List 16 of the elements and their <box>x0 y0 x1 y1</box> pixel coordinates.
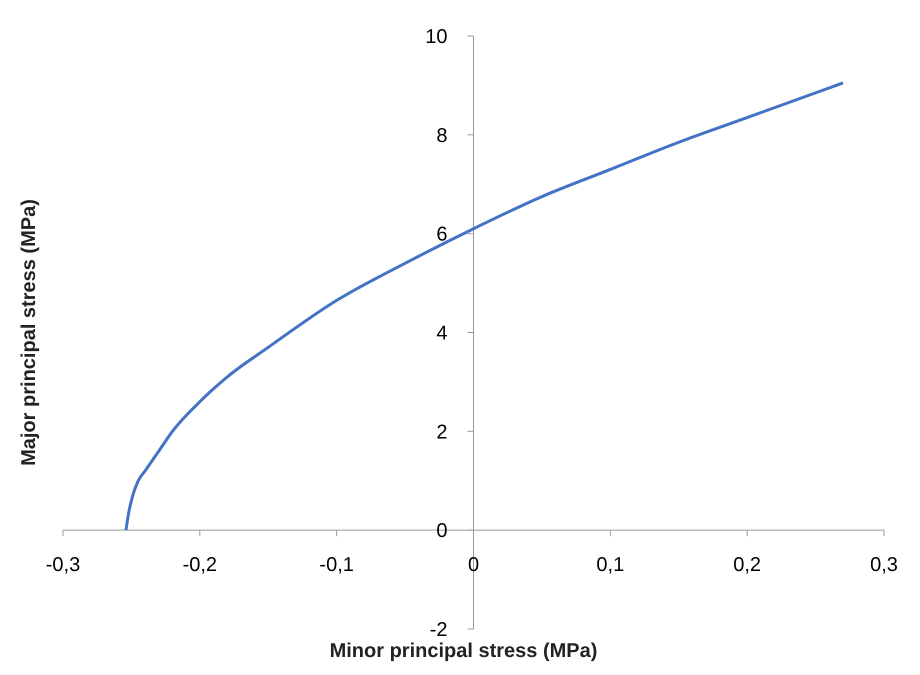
x-tick-label: -0,1 <box>319 554 354 576</box>
x-tick-label: -0,2 <box>182 554 218 576</box>
y-tick-label: 6 <box>436 224 448 246</box>
y-tick-label: 4 <box>436 322 448 344</box>
x-tick-label: 0 <box>468 554 480 576</box>
x-axis-title: Minor principal stress (MPa) <box>330 640 598 662</box>
y-axis-title: Major principal stress (MPa) <box>18 199 40 466</box>
x-tick-label: 0,3 <box>870 554 898 576</box>
y-tick-label: 10 <box>425 26 448 48</box>
y-tick-label: 0 <box>436 520 448 542</box>
x-tick-label: 0,2 <box>733 554 762 576</box>
x-tick-label: 0,1 <box>596 554 624 576</box>
x-tick-label: -0,3 <box>46 554 80 576</box>
y-tick-label: 8 <box>436 124 448 147</box>
y-tick-label: -2 <box>430 619 448 641</box>
y-tick-label: 2 <box>436 421 448 444</box>
